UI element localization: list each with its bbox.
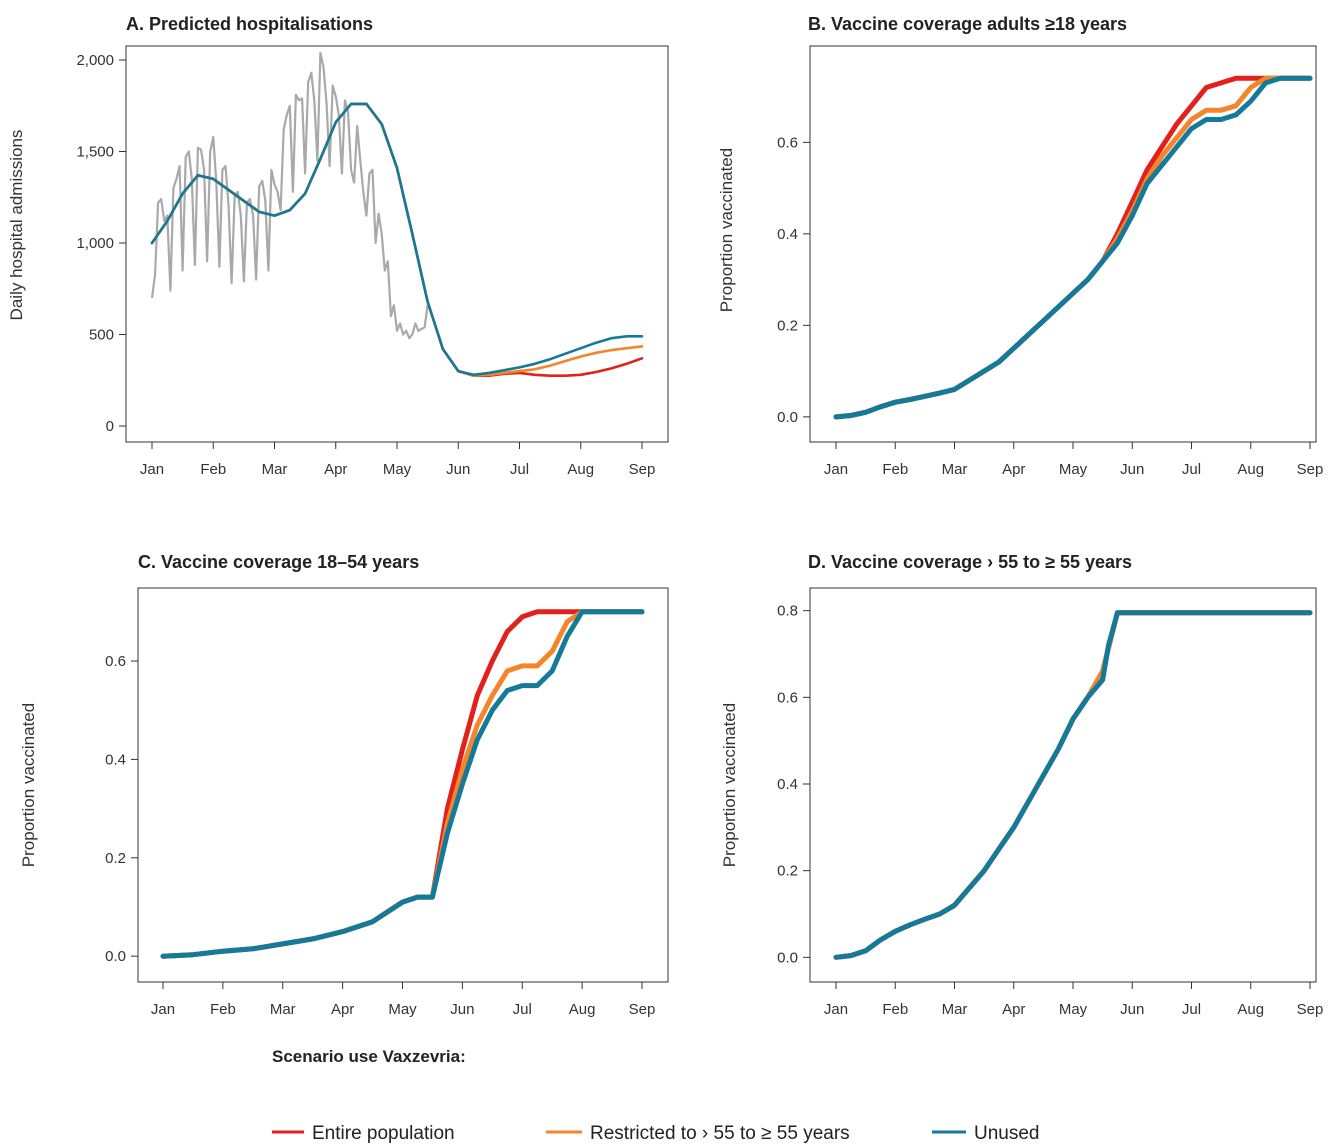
x-tick-label: Sep (629, 1001, 656, 1018)
x-tick-label: Jan (140, 461, 164, 478)
x-tick-label: Mar (942, 1001, 968, 1018)
y-tick-label: 0.6 (777, 689, 798, 706)
x-tick-label: Jul (1182, 1001, 1201, 1018)
series-line-unused (160, 609, 645, 959)
x-tick-label: May (383, 461, 412, 478)
x-tick-label: Feb (882, 461, 908, 478)
legend-label-restricted: Restricted to › 55 to ≥ 55 years (590, 1123, 850, 1144)
x-tick-label: Jul (513, 1001, 532, 1018)
x-tick-label: Aug (567, 461, 594, 478)
series-line-entire-population (833, 610, 1313, 960)
series-line-entire-population (150, 102, 644, 378)
series-line-restricted-to-55-to-55-years (833, 610, 1313, 960)
legend: Scenario use Vaxzevria: Entire populatio… (272, 1047, 1040, 1144)
plot-frame (137, 587, 669, 983)
x-tick-label: Jul (1182, 461, 1201, 478)
x-tick-label: Sep (629, 461, 656, 478)
panel-d: D. Vaccine coverage › 55 to ≥ 55 years 0.… (720, 552, 1323, 1018)
x-tick-label: Mar (262, 461, 288, 478)
panel-a: A. Predicted hospitalisations 0 500 1,000 1,… (7, 14, 669, 478)
y-tick-label: 0.0 (777, 949, 798, 966)
panel-title: C. Vaccine coverage 18–54 years (138, 552, 419, 572)
x-tick-label: Jun (1120, 1001, 1144, 1018)
x-tick-label: Apr (324, 461, 347, 478)
y-tick-label: 0.2 (105, 850, 126, 867)
y-tick-label: 0.0 (777, 409, 798, 426)
x-tick-label: Apr (1002, 461, 1025, 478)
x-tick-label: Jul (510, 461, 529, 478)
x-tick-label: Aug (1237, 461, 1264, 478)
y-axis-label: Proportion vaccinated (19, 703, 38, 867)
x-tick-label: Feb (210, 1001, 236, 1018)
y-tick-label: 1,000 (76, 235, 114, 252)
x-tick-label: Mar (942, 461, 968, 478)
legend-label-entire-population: Entire population (312, 1123, 455, 1144)
x-tick-label: Feb (882, 1001, 908, 1018)
x-tick-label: May (388, 1001, 417, 1018)
panel-title: B. Vaccine coverage adults ≥18 years (808, 14, 1127, 34)
x-tick-label: Jan (824, 1001, 848, 1018)
series-line-observed (150, 51, 429, 340)
y-axis-label: Proportion vaccinated (720, 703, 739, 867)
y-axis-label: Daily hospital admissions (7, 130, 26, 321)
y-tick-label: 0.4 (777, 226, 798, 243)
y-tick-label: 500 (89, 327, 114, 344)
series-line-restricted-to-55-to-55-years (150, 102, 644, 378)
x-tick-label: Mar (270, 1001, 296, 1018)
y-tick-label: 0.8 (777, 603, 798, 620)
x-tick-label: Feb (200, 461, 226, 478)
panel-c: C. Vaccine coverage 18–54 years 0.0 0.2 0.4… (19, 552, 669, 1018)
y-tick-label: 2,000 (76, 52, 114, 69)
x-tick-label: Jan (151, 1001, 175, 1018)
x-tick-label: Jun (450, 1001, 474, 1018)
x-tick-label: May (1059, 1001, 1088, 1018)
x-tick-label: Aug (1237, 1001, 1264, 1018)
panel-title: A. Predicted hospitalisations (126, 14, 373, 34)
x-tick-label: Jan (824, 461, 848, 478)
x-tick-label: Sep (1297, 461, 1324, 478)
plot-frame (809, 45, 1317, 443)
series-line-restricted-to-55-to-55-years (833, 75, 1313, 420)
y-tick-label: 0.4 (777, 776, 798, 793)
y-tick-label: 1,500 (76, 144, 114, 161)
x-tick-label: Apr (331, 1001, 354, 1018)
legend-title: Scenario use Vaxzevria: (272, 1047, 466, 1066)
series-line-entire-population (833, 75, 1313, 420)
y-tick-label: 0.0 (105, 948, 126, 965)
x-tick-label: Jun (446, 461, 470, 478)
y-tick-label: 0.6 (777, 134, 798, 151)
x-tick-label: Apr (1002, 1001, 1025, 1018)
series-line-unused (833, 610, 1313, 960)
y-tick-label: 0.2 (777, 863, 798, 880)
series-line-unused (150, 102, 644, 377)
y-tick-label: 0 (106, 418, 114, 435)
panel-b: B. Vaccine coverage adults ≥18 years 0.0 0… (717, 14, 1323, 478)
x-tick-label: Sep (1297, 1001, 1324, 1018)
legend-label-unused: Unused (974, 1123, 1040, 1144)
y-tick-label: 0.6 (105, 653, 126, 670)
y-axis-label: Proportion vaccinated (717, 148, 736, 312)
x-tick-label: Jun (1120, 461, 1144, 478)
y-tick-label: 0.2 (777, 317, 798, 334)
y-tick-label: 0.4 (105, 751, 126, 768)
panel-title: D. Vaccine coverage › 55 to ≥ 55 years (808, 552, 1132, 572)
x-tick-label: Aug (569, 1001, 596, 1018)
x-tick-label: May (1059, 461, 1088, 478)
plot-frame (809, 587, 1317, 983)
series-line-unused (833, 75, 1313, 420)
panels: A. Predicted hospitalisations 0 500 1,000 1,… (7, 14, 1323, 1018)
